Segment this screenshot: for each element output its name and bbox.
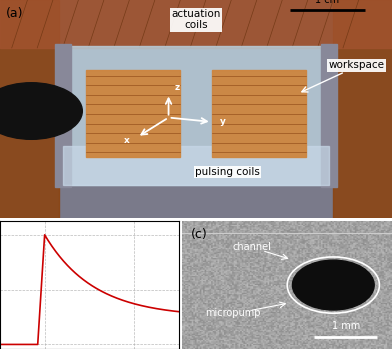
- Circle shape: [299, 269, 331, 288]
- Bar: [63, 146, 329, 185]
- Text: 1 cm: 1 cm: [315, 0, 339, 6]
- Circle shape: [336, 282, 367, 301]
- Text: workspace: workspace: [329, 60, 385, 70]
- Text: micropump: micropump: [205, 308, 260, 318]
- Text: pulsing coils: pulsing coils: [195, 167, 260, 177]
- Circle shape: [318, 263, 349, 282]
- Text: channel: channel: [232, 242, 271, 252]
- Bar: [86, 70, 180, 157]
- Text: x: x: [123, 136, 129, 144]
- Text: z: z: [174, 83, 180, 92]
- Text: (a): (a): [6, 7, 24, 20]
- Text: 1 mm: 1 mm: [332, 321, 360, 331]
- Text: (c): (c): [191, 228, 207, 240]
- Bar: [59, 46, 333, 185]
- Bar: [212, 70, 306, 157]
- Bar: [0, 0, 59, 218]
- Circle shape: [0, 83, 82, 139]
- Circle shape: [336, 269, 367, 288]
- Text: y: y: [220, 117, 225, 126]
- Circle shape: [318, 288, 349, 307]
- Text: actuation
coils: actuation coils: [171, 9, 221, 30]
- Circle shape: [299, 282, 331, 301]
- Bar: [333, 0, 392, 218]
- Bar: [55, 44, 71, 187]
- Circle shape: [292, 260, 374, 310]
- Bar: [0, 0, 392, 48]
- Bar: [321, 44, 337, 187]
